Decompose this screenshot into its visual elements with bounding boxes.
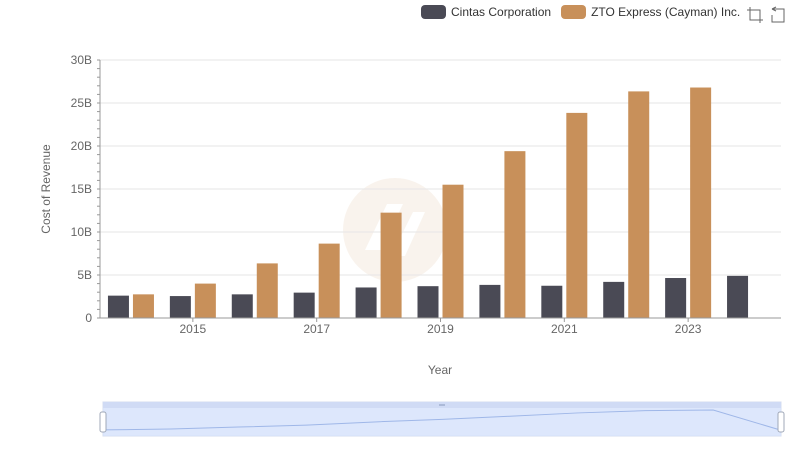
datazoom-preview-line — [102, 409, 782, 431]
x-tick-label: 2023 — [675, 322, 702, 336]
y-tick-label: 15B — [71, 182, 92, 196]
zoom-icon[interactable] — [746, 6, 764, 24]
y-tick-label: 30B — [71, 53, 92, 67]
legend-label-zto: ZTO Express (Cayman) Inc. — [591, 5, 741, 19]
bar-cintas-2023[interactable] — [665, 278, 687, 318]
legend-swatch-cintas — [421, 5, 446, 19]
datazoom-handle-left[interactable] — [99, 411, 107, 433]
grid-lines — [100, 59, 781, 276]
x-axis-title: Year — [428, 363, 452, 377]
datazoom-grip-icon — [439, 404, 445, 406]
legend-label-cintas: Cintas Corporation — [451, 5, 552, 19]
datazoom-slider[interactable] — [99, 401, 785, 437]
datazoom-track — [102, 401, 782, 437]
bar-zto-2017[interactable] — [318, 243, 340, 318]
bar-cintas-2020[interactable] — [479, 284, 501, 318]
y-tick-label: 5B — [77, 268, 92, 282]
legend-swatch-zto — [561, 5, 587, 19]
bar-zto-2022[interactable] — [628, 91, 650, 318]
bar-cintas-2021[interactable] — [541, 285, 563, 318]
datazoom-top-bar[interactable] — [103, 402, 781, 408]
bar-zto-2023[interactable] — [690, 87, 712, 319]
bar-zto-2014[interactable] — [132, 294, 154, 318]
x-tick-label: 2021 — [551, 322, 578, 336]
x-tick-label: 2019 — [427, 322, 454, 336]
y-tick-label: 10B — [71, 225, 92, 239]
y-tick-label: 25B — [71, 96, 92, 110]
chart-toolbox — [746, 6, 792, 24]
bar-zto-2020[interactable] — [504, 151, 526, 318]
bar-cintas-2014[interactable] — [107, 295, 129, 318]
bar-zto-2019[interactable] — [442, 184, 464, 318]
bar-cintas-2019[interactable] — [417, 286, 439, 318]
y-tick-label: 0 — [85, 311, 92, 325]
legend-item-cintas[interactable]: Cintas Corporation — [421, 5, 551, 19]
bar-zto-2018[interactable] — [380, 212, 402, 318]
x-tick-label: 2017 — [303, 322, 330, 336]
bar-zto-2015[interactable] — [194, 283, 216, 318]
y-axis-title: Cost of Revenue — [39, 144, 53, 234]
datazoom-handle-right[interactable] — [777, 411, 785, 433]
bar-cintas-2016[interactable] — [231, 294, 253, 318]
chart-legend: Cintas Corporation ZTO Express (Cayman) … — [421, 3, 750, 21]
bar-zto-2016[interactable] — [256, 263, 278, 318]
bar-cintas-2024[interactable] — [727, 275, 749, 318]
x-tick-label: 2015 — [180, 322, 207, 336]
bar-cintas-2015[interactable] — [169, 296, 191, 318]
watermark-logo — [343, 178, 447, 282]
bars-group — [107, 87, 749, 319]
bar-cintas-2017[interactable] — [293, 292, 315, 318]
restore-icon[interactable] — [769, 6, 787, 24]
bar-cintas-2018[interactable] — [355, 287, 377, 318]
legend-item-zto[interactable]: ZTO Express (Cayman) Inc. — [561, 5, 740, 19]
bar-cintas-2022[interactable] — [603, 281, 625, 318]
axes-group: 0 5B 10B 15B 20B 25B 30B 2015 2017 2019 2021 2023 — [71, 53, 781, 336]
y-tick-label: 20B — [71, 139, 92, 153]
bar-zto-2021[interactable] — [566, 112, 588, 318]
datazoom-selection[interactable] — [103, 408, 781, 436]
